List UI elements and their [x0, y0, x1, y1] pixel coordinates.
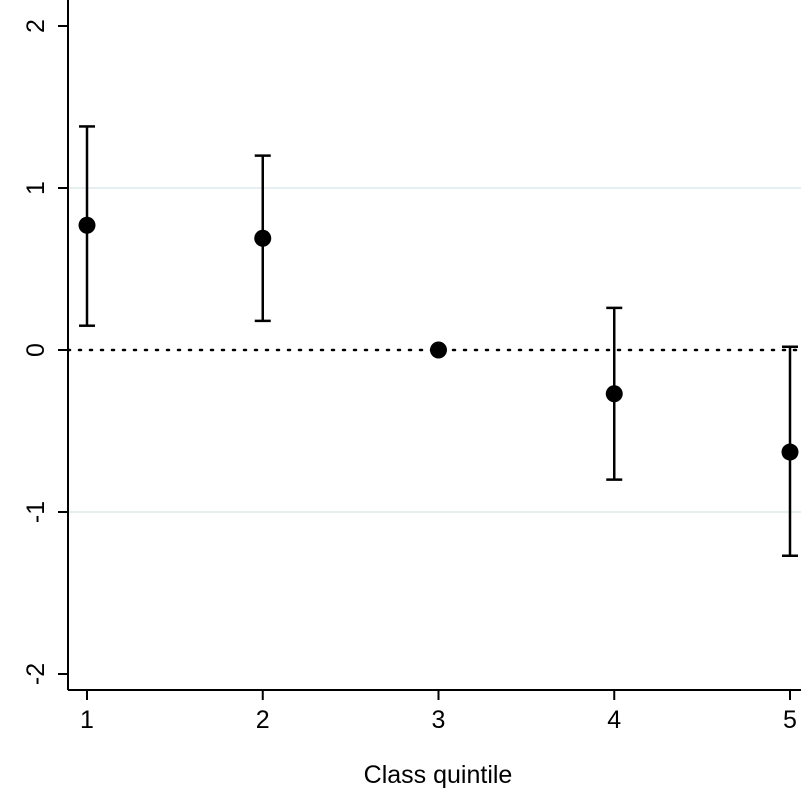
grid-lines [68, 187, 801, 513]
y-axis-ticks: -2 -1 0 1 2 [22, 19, 68, 685]
x-axis-ticks: 1 2 3 4 5 [80, 690, 797, 734]
data-point [781, 443, 799, 461]
x-axis-title: Class quintile [364, 761, 513, 789]
x-tick-label: 3 [432, 706, 446, 734]
data-point [430, 341, 447, 359]
axes [67, 0, 801, 691]
x-tick-label: 1 [80, 706, 94, 734]
data-point [254, 229, 272, 247]
y-tick-label: 2 [22, 19, 50, 33]
y-tick-label: 0 [22, 343, 50, 357]
data-points [78, 216, 799, 461]
y-tick-label: -2 [22, 663, 50, 685]
x-tick-label: 5 [783, 706, 797, 734]
data-point [78, 216, 96, 234]
y-tick-label: 1 [22, 181, 50, 195]
x-tick-label: 2 [256, 706, 270, 734]
error-bars [79, 125, 798, 557]
y-tick-label: -1 [22, 501, 50, 523]
data-point [605, 385, 623, 403]
x-tick-label: 4 [607, 706, 621, 734]
